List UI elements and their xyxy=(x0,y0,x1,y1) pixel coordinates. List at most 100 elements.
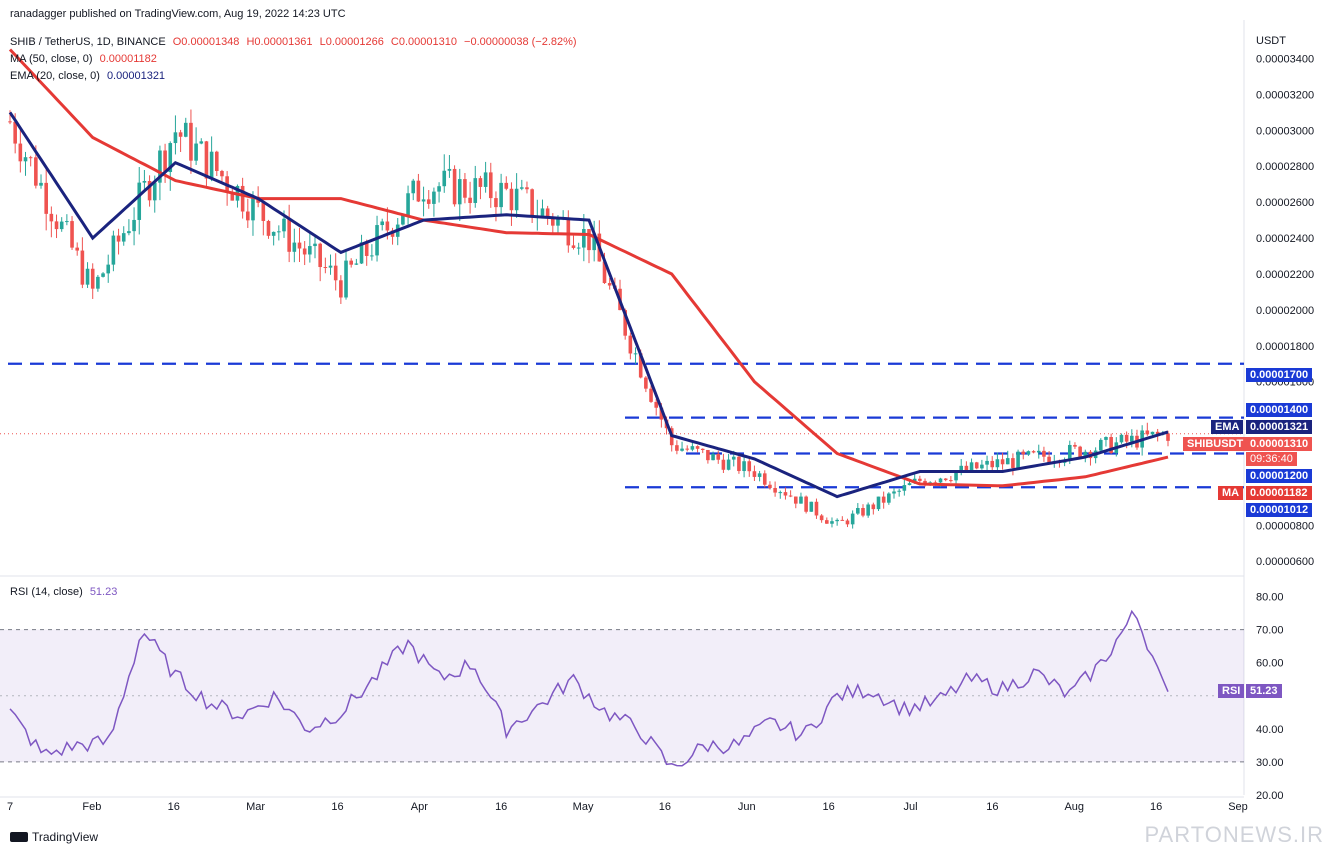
candle-body xyxy=(793,496,798,504)
candle-body xyxy=(463,179,467,198)
candle-body xyxy=(783,492,788,496)
time-tick-label: 16 xyxy=(168,801,180,813)
candle-body xyxy=(830,521,834,524)
candle-body xyxy=(333,265,338,281)
candle-body xyxy=(644,377,648,389)
candle-body xyxy=(183,122,188,137)
candle-body xyxy=(230,191,235,201)
candle-body xyxy=(638,353,643,378)
candle-body xyxy=(90,268,95,289)
candle-body xyxy=(623,310,627,336)
rsi-tick-label: 20.00 xyxy=(1256,790,1284,802)
price-tick-label: 0.00003400 xyxy=(1256,54,1314,66)
tradingview-brand[interactable]: TradingView xyxy=(10,830,98,844)
candle-body xyxy=(28,157,33,159)
time-tick-label: 16 xyxy=(331,801,343,813)
ema-legend[interactable]: EMA (20, close, 0) 0.00001321 xyxy=(10,70,169,82)
rsi-band-fill xyxy=(0,629,1244,762)
candle-body xyxy=(768,484,772,489)
candle-body xyxy=(1067,444,1072,460)
tag-ma-value: 0.00001182 xyxy=(1246,486,1312,500)
publisher-text: ranadagger published on TradingView.com,… xyxy=(10,8,346,20)
candle-body xyxy=(1083,451,1088,458)
candle-body xyxy=(385,221,390,231)
candle-body xyxy=(318,243,322,268)
symbol-name[interactable]: SHIB / TetherUS, 1D, BINANCE xyxy=(10,36,166,48)
candle-body xyxy=(1145,430,1150,435)
time-tick-label: May xyxy=(573,801,594,813)
candle-body xyxy=(308,246,312,255)
candle-body xyxy=(1109,437,1113,453)
candle-body xyxy=(819,515,824,521)
candle-body xyxy=(1042,450,1046,457)
candle-body xyxy=(804,496,808,512)
ma-legend[interactable]: MA (50, close, 0) 0.00001182 xyxy=(10,53,161,65)
candle-body xyxy=(194,143,198,161)
time-tick-label: 7 xyxy=(7,801,13,813)
candle-body xyxy=(178,132,183,137)
candle-body xyxy=(34,157,38,186)
candle-body xyxy=(240,185,245,212)
candle-body xyxy=(406,193,410,216)
rsi-tick-label: 80.00 xyxy=(1256,592,1284,604)
candle-body xyxy=(721,459,726,470)
candle-body xyxy=(545,208,550,218)
rsi-legend-value: 51.23 xyxy=(89,586,118,598)
candle-body xyxy=(711,454,715,461)
candle-body xyxy=(13,121,17,144)
candle-body xyxy=(85,268,90,285)
candle-body xyxy=(649,388,653,402)
candle-body xyxy=(840,519,845,521)
candle-body xyxy=(861,508,865,516)
candle-body xyxy=(344,260,348,298)
candle-body xyxy=(778,492,783,494)
candle-body xyxy=(633,353,638,355)
candle-body xyxy=(985,460,989,465)
candle-body xyxy=(313,243,317,247)
candle-body xyxy=(220,170,224,177)
candle-body xyxy=(1130,435,1134,442)
candle-body xyxy=(918,478,922,481)
candle-body xyxy=(1036,450,1041,453)
candle-body xyxy=(59,221,64,230)
candle-body xyxy=(726,459,731,470)
candle-body xyxy=(328,265,333,268)
candle-body xyxy=(695,446,700,449)
candle-body xyxy=(251,196,255,221)
candle-body xyxy=(127,231,131,234)
candle-body xyxy=(199,141,204,144)
candle-body xyxy=(323,267,328,269)
candle-body xyxy=(478,178,483,187)
candle-body xyxy=(214,151,219,171)
candle-body xyxy=(799,496,803,504)
candle-body xyxy=(54,221,59,230)
candle-body xyxy=(246,211,250,221)
candle-body xyxy=(938,478,943,483)
candle-body xyxy=(297,242,302,249)
candle-body xyxy=(39,182,43,186)
candle-body xyxy=(773,488,777,493)
candle-body xyxy=(364,242,369,256)
candle-body xyxy=(1124,434,1129,442)
candle-body xyxy=(452,168,457,205)
candle-body xyxy=(737,456,741,472)
candle-body xyxy=(111,235,116,265)
candle-body xyxy=(907,483,912,486)
candle-body xyxy=(468,197,472,203)
price-tick-label: 0.00003000 xyxy=(1256,125,1314,137)
candle-body xyxy=(339,280,343,298)
rsi-legend[interactable]: RSI (14, close) 51.23 xyxy=(10,586,121,598)
candle-body xyxy=(147,180,152,201)
candle-body xyxy=(881,496,886,503)
candle-body xyxy=(121,233,126,242)
candle-body xyxy=(302,248,307,255)
tag-ema-value: 0.00001321 xyxy=(1246,420,1313,434)
candle-body xyxy=(152,182,157,201)
candle-body xyxy=(189,122,193,161)
tag-support-1012: 0.00001012 xyxy=(1246,503,1313,517)
candle-body xyxy=(426,199,431,204)
rsi-line xyxy=(9,609,1169,767)
candle-body xyxy=(757,473,762,477)
candle-body xyxy=(856,508,860,514)
